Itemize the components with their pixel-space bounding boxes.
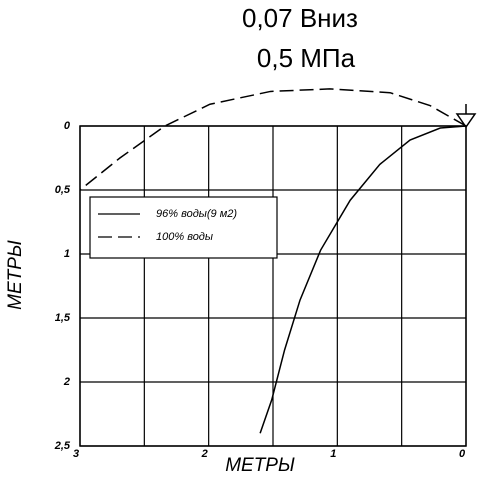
legend-box [89, 196, 278, 259]
x-tick-label: 1 [330, 448, 336, 460]
y-tick-label: 1,5 [55, 312, 71, 324]
y-tick-label: 0,5 [55, 184, 71, 196]
y-tick-label: 2,5 [54, 440, 71, 452]
nozzle-marker [455, 104, 477, 129]
y-tick-label: 2 [63, 376, 70, 388]
y-tick-label: 1 [64, 248, 70, 260]
x-tick-label: 3 [73, 448, 79, 460]
plot-frame [79, 125, 467, 447]
chart-title: 0,07 Вниз [242, 3, 358, 33]
legend-label: 96% воды(9 м2) [156, 208, 237, 220]
x-axis-label: МЕТРЫ [225, 455, 295, 476]
x-tick-label: 2 [201, 448, 208, 460]
y-axis-label: МЕТРЫ [5, 240, 26, 310]
chart-subtitle: 0,5 МПа [257, 43, 356, 73]
legend-label: 100% воды [156, 231, 213, 243]
y-tick-label: 0 [64, 120, 71, 132]
line-series [259, 125, 467, 434]
line-series [79, 88, 467, 191]
x-tick-label: 0 [459, 448, 466, 460]
